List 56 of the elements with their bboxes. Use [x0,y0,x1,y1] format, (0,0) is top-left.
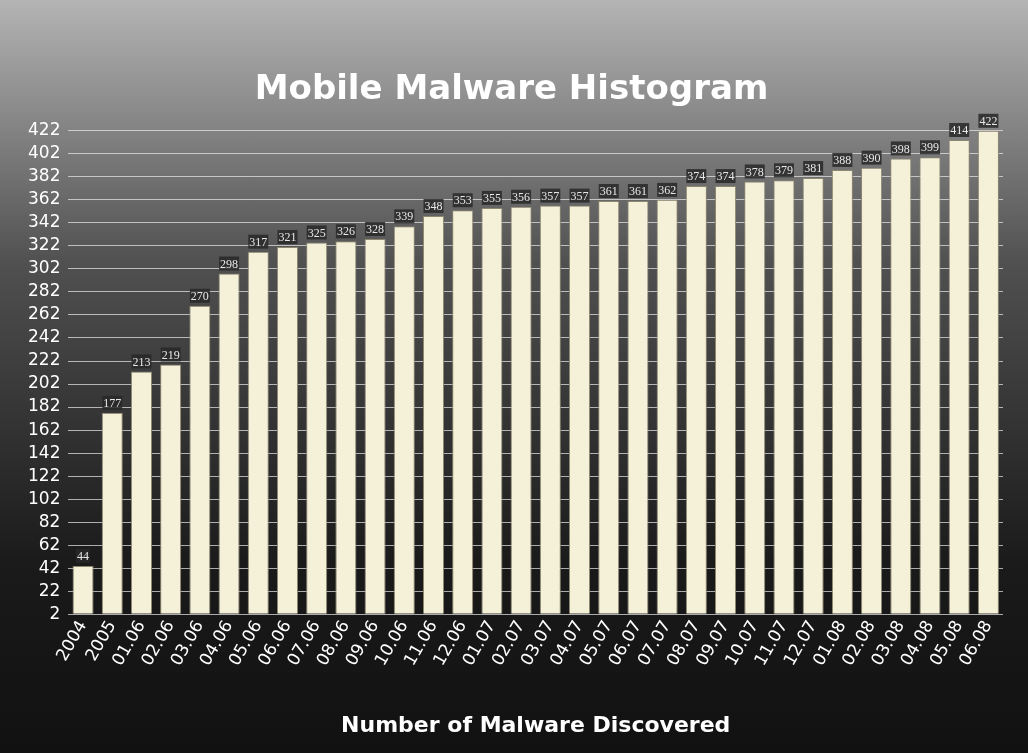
y-tick-label: 342 [27,211,61,232]
y-tick-label: 142 [27,441,61,462]
y-tick-label: 22 [38,579,61,600]
data-label: 355 [482,191,501,206]
x-axis-title: Number of Malware Discovered [341,711,731,737]
data-label: 270 [190,288,209,303]
data-label: 353 [453,193,472,208]
data-label: 298 [220,256,239,271]
y-tick-label: 402 [27,142,61,163]
data-label: 325 [307,225,326,240]
y-tick-label: 82 [38,510,61,531]
data-label: 357 [570,188,589,203]
data-label: 378 [745,164,764,179]
data-label: 213 [132,354,151,369]
data-label: 398 [891,141,910,156]
y-tick-label: 162 [27,418,61,439]
y-tick-label: 242 [27,326,61,347]
data-label: 388 [833,153,852,168]
data-label: 177 [103,395,122,410]
chart-title: Mobile Malware Histogram [254,67,769,108]
y-tick-label: 282 [27,280,61,301]
data-label: 381 [804,161,823,176]
data-label: 379 [774,163,793,178]
y-tick-label: 182 [27,395,61,416]
data-label: 328 [366,222,385,237]
data-label: 356 [512,189,531,204]
data-label: 321 [278,230,297,245]
data-label: 374 [687,169,706,184]
data-label: 374 [716,169,735,184]
data-label: 326 [336,224,355,239]
data-label: 357 [541,188,560,203]
y-tick-label: 222 [27,349,61,370]
data-label: 361 [628,184,647,199]
y-tick-label: 362 [27,188,61,209]
y-tick-label: 302 [27,257,61,278]
y-tick-label: 42 [38,556,61,577]
y-tick-label: 102 [27,487,61,508]
data-label: 317 [249,234,268,249]
y-tick-label: 202 [27,372,61,393]
data-label: 44 [77,549,90,564]
y-tick-label: 322 [27,234,61,255]
y-tick-label: 422 [27,119,61,140]
data-label: 362 [658,183,677,198]
y-tick-label: 382 [27,165,61,186]
data-label: 219 [161,347,180,362]
data-label: 390 [862,150,881,165]
data-label: 414 [950,123,969,138]
y-tick-label: 122 [27,464,61,485]
data-label: 348 [424,199,443,214]
data-label: 422 [979,113,998,128]
y-tick-label: 262 [27,303,61,324]
data-label: 361 [599,184,618,199]
data-label: 339 [395,209,414,224]
y-tick-label: 62 [38,533,61,554]
data-label: 399 [920,140,939,155]
y-tick-label: 2 [49,602,61,623]
